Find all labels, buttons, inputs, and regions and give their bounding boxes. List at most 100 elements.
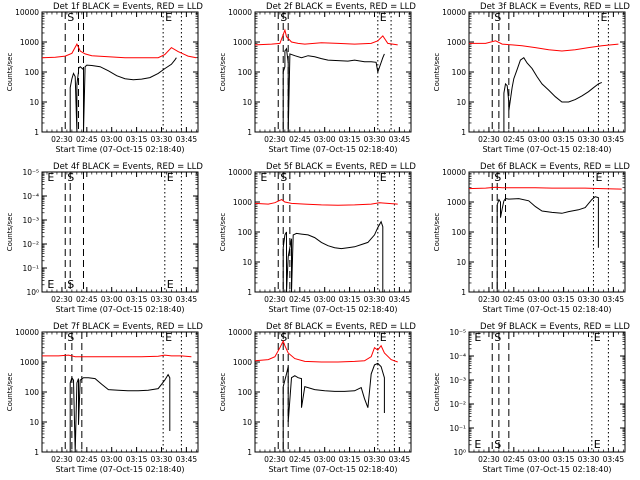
x-tick-label: 03:15	[126, 295, 148, 304]
x-tick-label: 02:45	[289, 135, 311, 144]
marker-label-bottom: S	[494, 438, 501, 451]
y-axis-label: Counts/sec	[433, 53, 441, 92]
y-tick-label: 1000	[233, 38, 252, 47]
lld-series-line	[468, 186, 622, 190]
marker-label-top: S	[494, 11, 501, 24]
y-tick-label: 1	[247, 288, 252, 297]
x-tick-label: 03:45	[603, 295, 625, 304]
x-axis-label: Start Time (07-Oct-15 02:18:40)	[268, 145, 397, 154]
marker-label-bottom: E	[474, 438, 481, 451]
x-tick-label: 03:00	[314, 135, 336, 144]
x-tick-label: 03:00	[101, 295, 123, 304]
x-tick-label: 02:30	[264, 135, 286, 144]
events-series-line	[503, 56, 603, 132]
y-tick-label: 10⁻³	[22, 216, 39, 225]
x-tick-label: 02:45	[289, 295, 311, 304]
marker-label-top: E	[165, 331, 172, 344]
y-tick-label: 10	[29, 98, 39, 107]
y-tick-label: 10⁻³	[449, 376, 466, 385]
events-series-line	[282, 362, 385, 452]
y-tick-label: 100	[452, 228, 467, 237]
y-tick-label: 10⁻²	[22, 240, 39, 249]
lld-series-line	[254, 28, 398, 46]
marker-label-top: S	[67, 171, 74, 184]
x-tick-label: 03:00	[314, 455, 336, 464]
events-series-line	[69, 373, 171, 453]
y-tick-label: 10⁻¹	[22, 264, 39, 273]
x-tick-label: 03:15	[126, 455, 148, 464]
x-axis-label: Start Time (07-Oct-15 02:18:40)	[268, 465, 397, 474]
x-tick-label: 02:30	[51, 295, 73, 304]
panel-grid: Det 1f BLACK = Events, RED = LLD11010010…	[6, 2, 630, 474]
panel-title: Det 1f BLACK = Events, RED = LLD	[53, 2, 203, 12]
marker-label-top: E	[594, 331, 601, 344]
lld-series-line	[469, 40, 619, 52]
y-tick-label: 10⁰	[26, 288, 39, 297]
y-tick-label: 100	[238, 228, 253, 237]
x-tick-label: 02:30	[478, 135, 500, 144]
panel-title: Det 8f BLACK = Events, RED = LLD	[266, 322, 416, 332]
plot-frame	[468, 331, 626, 453]
marker-label-top: E	[380, 171, 387, 184]
x-tick-label: 03:30	[151, 455, 173, 464]
y-tick-label: 10000	[228, 328, 252, 337]
y-axis-label: Counts/sec	[6, 213, 14, 252]
marker-label-bottom: S	[67, 278, 74, 291]
y-tick-label: 10⁻⁴	[449, 352, 466, 361]
y-axis-label: Counts/sec	[433, 213, 441, 252]
y-tick-label: 10	[29, 418, 39, 427]
x-tick-label: 03:00	[528, 295, 550, 304]
x-tick-label: 03:45	[389, 135, 411, 144]
y-axis-label: Counts/sec	[219, 53, 227, 92]
x-tick-label: 03:00	[101, 135, 123, 144]
marker-label-top: E	[380, 11, 387, 24]
y-tick-label: 1000	[447, 198, 466, 207]
y-tick-label: 10000	[442, 168, 466, 177]
x-tick-label: 02:45	[503, 295, 525, 304]
y-tick-label: 100	[238, 68, 253, 77]
x-tick-label: 03:30	[364, 135, 386, 144]
chart-panel-1: Det 1f BLACK = Events, RED = LLD 1 10 100 10…	[6, 2, 203, 154]
x-tick-label: 03:30	[578, 455, 600, 464]
y-tick-label: 10⁻⁴	[22, 192, 39, 201]
x-tick-label: 03:15	[553, 135, 575, 144]
x-tick-label: 03:15	[339, 295, 361, 304]
x-tick-label: 03:30	[364, 455, 386, 464]
y-axis-label: Counts/sec	[6, 373, 14, 412]
x-axis-label: Start Time (07-Oct-15 02:18:40)	[55, 305, 184, 314]
y-tick-label: 10	[456, 98, 466, 107]
y-axis-label: Counts/sec	[433, 373, 441, 412]
marker-label-bottom: E	[594, 438, 601, 451]
lld-series-line	[254, 199, 398, 206]
x-tick-label: 03:15	[553, 295, 575, 304]
y-tick-label: 10	[242, 258, 252, 267]
marker-label-bottom: E	[47, 278, 54, 291]
x-tick-label: 03:15	[126, 135, 148, 144]
marker-label-top: S	[280, 11, 287, 24]
y-tick-label: 1	[461, 288, 466, 297]
x-tick-label: 03:45	[603, 455, 625, 464]
chart-panel-8: Det 8f BLACK = Events, RED = LLD 1 10 100 10…	[219, 322, 416, 474]
x-tick-label: 02:45	[503, 455, 525, 464]
lld-series-line	[254, 339, 398, 363]
chart-panel-6: Det 6f BLACK = Events, RED = LLD 1 10 100 10…	[433, 162, 630, 314]
x-tick-label: 02:45	[289, 455, 311, 464]
y-tick-label: 10000	[442, 8, 466, 17]
x-tick-label: 02:45	[76, 295, 98, 304]
y-tick-label: 1000	[20, 358, 39, 367]
y-tick-label: 10⁻⁵	[449, 328, 466, 337]
chart-panel-2: Det 2f BLACK = Events, RED = LLD 1 10 100 10…	[219, 2, 416, 154]
y-axis-label: Counts/sec	[219, 373, 227, 412]
x-tick-label: 02:45	[76, 455, 98, 464]
panel-title: Det 6f BLACK = Events, RED = LLD	[480, 162, 630, 172]
y-tick-label: 10	[456, 258, 466, 267]
y-tick-label: 100	[25, 388, 40, 397]
marker-label-bottom: E	[167, 278, 174, 291]
marker-label-top: S	[280, 331, 287, 344]
x-tick-label: 03:45	[176, 295, 198, 304]
x-tick-label: 02:45	[76, 135, 98, 144]
x-tick-label: 03:15	[553, 455, 575, 464]
x-tick-label: 03:00	[528, 135, 550, 144]
x-tick-label: 02:30	[51, 455, 73, 464]
y-tick-label: 10000	[228, 8, 252, 17]
